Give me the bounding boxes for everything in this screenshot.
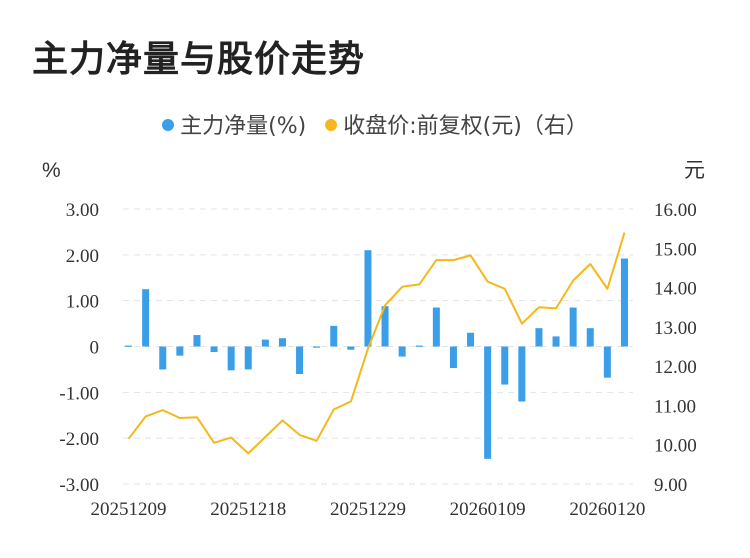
legend-label-close-price: 收盘价:前复权(元)（右） (343, 114, 588, 139)
right-tick-label: 14.00 (654, 279, 697, 300)
net-volume-bar[interactable] (449, 346, 457, 369)
net-volume-bar[interactable] (278, 338, 286, 347)
net-volume-bar[interactable] (313, 346, 321, 348)
net-volume-bar[interactable] (467, 332, 475, 347)
left-axis-unit: % (42, 159, 61, 182)
net-volume-bar[interactable] (535, 328, 543, 347)
net-volume-bar[interactable] (296, 346, 304, 375)
right-tick-label: 13.00 (654, 318, 697, 339)
net-volume-bar[interactable] (142, 289, 150, 347)
net-volume-bar[interactable] (603, 346, 611, 378)
net-volume-bar[interactable] (227, 346, 235, 371)
legend-label-net-volume: 主力净量(%) (180, 114, 307, 139)
right-axis: 16.00 15.00 14.00 13.00 12.00 11.00 10.00 9.00 (654, 200, 697, 496)
legend-item-net-volume[interactable]: 主力净量(%) (162, 108, 306, 140)
net-volume-bar[interactable] (347, 346, 355, 350)
legend-item-close-price[interactable]: 收盘价:前复权(元)（右） (325, 108, 588, 140)
left-tick-label: -3.00 (59, 475, 99, 496)
x-tick-label: 20251218 (210, 499, 286, 520)
right-tick-label: 10.00 (654, 436, 697, 457)
net-volume-bar[interactable] (381, 306, 389, 347)
net-volume-bar[interactable] (484, 346, 492, 459)
net-volume-bar[interactable] (176, 346, 184, 356)
x-axis: 20251209 20251218 20251229 20260109 20260120 (91, 499, 646, 520)
net-volume-bar[interactable] (330, 325, 338, 347)
legend-line-swatch-icon (325, 119, 338, 131)
net-volume-bar[interactable] (125, 345, 133, 347)
x-tick-label: 20251229 (330, 499, 406, 520)
net-volume-bar[interactable] (620, 258, 628, 347)
net-volume-bar[interactable] (501, 346, 509, 385)
net-volume-bars (125, 250, 628, 459)
net-volume-bar[interactable] (586, 328, 594, 347)
close-price-series (127, 232, 626, 455)
right-tick-label: 9.00 (654, 475, 687, 496)
x-tick-label: 20251209 (91, 499, 167, 520)
net-volume-bar[interactable] (159, 346, 167, 370)
right-axis-unit: 元 (684, 159, 705, 182)
net-volume-bar[interactable] (261, 339, 269, 347)
left-tick-label: -2.00 (59, 429, 99, 450)
left-tick-label: 0 (90, 338, 100, 359)
left-tick-label: 2.00 (66, 246, 99, 267)
net-volume-bar[interactable] (552, 336, 560, 347)
legend-bar-swatch-icon (162, 119, 175, 131)
net-volume-bar[interactable] (364, 250, 372, 347)
left-axis: 3.00 2.00 1.00 0 -1.00 -2.00 -3.00 (59, 200, 99, 496)
net-volume-bar[interactable] (415, 345, 423, 347)
x-tick-label: 20260120 (569, 499, 645, 520)
left-tick-label: 1.00 (66, 292, 99, 313)
net-volume-bar[interactable] (432, 307, 440, 347)
net-volume-bar[interactable] (398, 346, 406, 357)
legend: 主力净量(%) 收盘价:前复权(元)（右） (0, 108, 750, 140)
grid-lines (123, 208, 633, 485)
close-price-line[interactable] (127, 232, 626, 455)
net-volume-bar[interactable] (518, 346, 526, 402)
right-tick-label: 15.00 (654, 239, 697, 260)
left-tick-label: 3.00 (66, 200, 99, 221)
x-tick-label: 20260109 (450, 499, 526, 520)
left-tick-label: -1.00 (59, 383, 99, 404)
net-volume-bar[interactable] (569, 307, 577, 347)
net-volume-bar[interactable] (244, 346, 252, 370)
chart-title: 主力净量与股价走势 (32, 39, 366, 80)
right-tick-label: 11.00 (654, 396, 696, 417)
right-tick-label: 12.00 (654, 357, 697, 378)
right-tick-label: 16.00 (654, 200, 697, 221)
net-volume-bar[interactable] (210, 346, 218, 353)
net-volume-bar[interactable] (193, 335, 201, 347)
